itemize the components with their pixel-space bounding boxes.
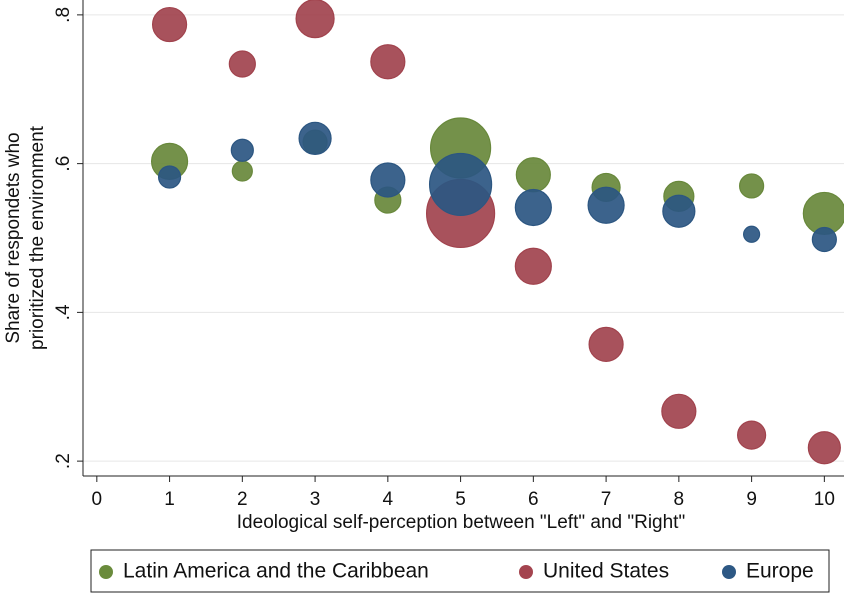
y-tick-label: .2 <box>53 453 74 469</box>
y-tick-label: .8 <box>53 7 74 23</box>
legend-label: Latin America and the Caribbean <box>123 560 429 583</box>
bubble <box>428 152 493 217</box>
bubble <box>737 420 767 450</box>
bubble <box>370 44 406 80</box>
bubble <box>587 186 625 224</box>
bubble <box>811 226 837 253</box>
x-tick-label: 0 <box>92 489 103 510</box>
bubble <box>588 326 624 362</box>
bubble <box>228 50 256 78</box>
bubble <box>514 247 552 285</box>
bubble <box>151 6 188 43</box>
y-tick-label: .6 <box>53 156 74 172</box>
y-axis-label-line: Share of respondets who <box>3 132 24 343</box>
bubble <box>295 0 335 39</box>
bubble <box>515 157 551 193</box>
bubble <box>231 160 253 182</box>
x-tick-label: 3 <box>310 489 321 510</box>
bubble <box>514 188 552 227</box>
bubble <box>230 138 254 162</box>
bubble <box>661 393 697 429</box>
x-tick-label: 7 <box>601 489 612 510</box>
x-axis-label: Ideological self-perception between "Lef… <box>237 512 685 533</box>
legend-marker <box>519 565 533 579</box>
legend-label: United States <box>543 560 669 583</box>
y-axis-label: Share of respondets who prioritized the … <box>3 125 48 350</box>
x-tick-label: 8 <box>674 489 685 510</box>
x-tick-label: 9 <box>746 489 757 510</box>
y-axis-label-line: prioritized the environment <box>27 125 48 350</box>
x-tick-label: 4 <box>383 489 394 510</box>
bubble <box>298 121 332 155</box>
legend-label: Europe <box>746 560 814 583</box>
bubble <box>370 162 406 198</box>
bubble <box>662 194 696 228</box>
legend-marker <box>99 565 113 579</box>
bubble <box>743 225 761 243</box>
legend-box <box>90 549 830 593</box>
y-tick-label: .4 <box>53 304 74 320</box>
x-tick-label: 1 <box>164 489 175 510</box>
bubble <box>739 173 765 199</box>
x-tick-label: 2 <box>237 489 248 510</box>
bubble <box>807 431 841 465</box>
x-tick-label: 6 <box>528 489 539 510</box>
legend-marker <box>722 565 736 579</box>
x-tick-label: 10 <box>814 489 835 510</box>
bubble <box>157 165 182 189</box>
x-tick-label: 5 <box>455 489 466 510</box>
